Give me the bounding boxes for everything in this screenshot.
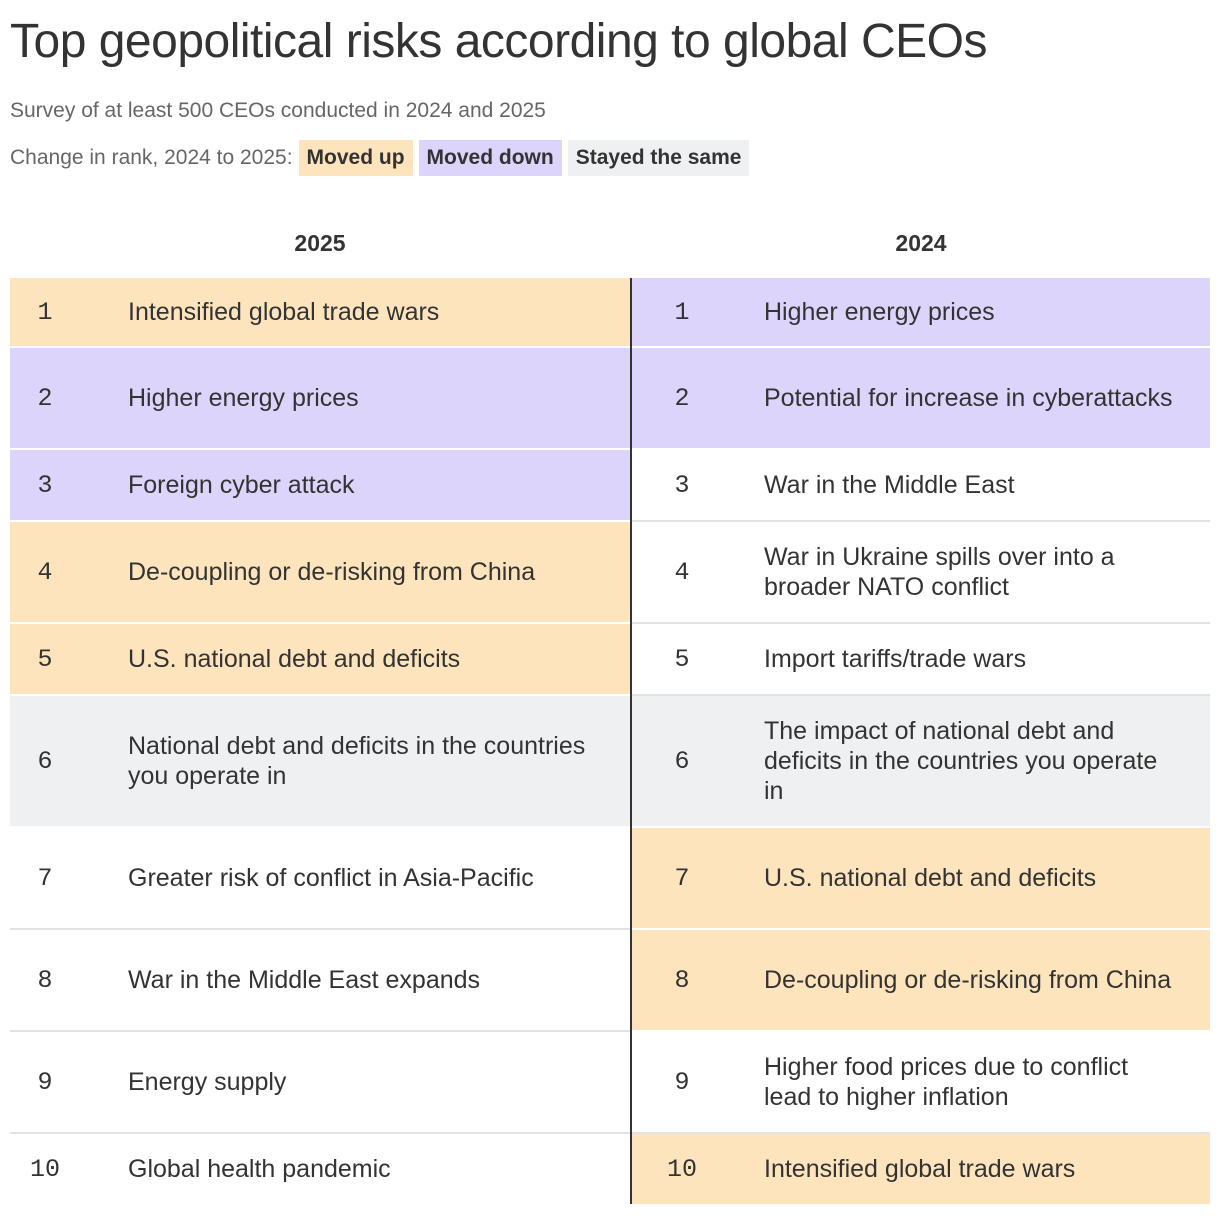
risk-label: Potential for increase in cyberattacks — [764, 384, 1173, 412]
risk-label: U.S. national debt and deficits — [128, 645, 461, 673]
rank-number: 6 — [674, 746, 690, 776]
column-header-2024: 2024 — [895, 230, 947, 256]
ranking-table: 1 Intensified global trade wars 2 Higher en… — [10, 278, 1210, 1204]
rank-number: 6 — [37, 746, 53, 776]
rank-number: 4 — [674, 557, 690, 587]
table-row: 4 De-coupling or de-risking from China — [10, 522, 630, 624]
table-row: 9 Energy supply — [10, 1032, 630, 1134]
table-row: 5 U.S. national debt and deficits — [10, 624, 630, 696]
rank-number: 10 — [29, 1154, 60, 1184]
column-2024: 1 Higher energy prices 2 Potential for incr… — [630, 278, 1210, 1204]
table-row: 3 War in the Middle East — [632, 450, 1210, 522]
risk-label: Import tariffs/trade wars — [764, 645, 1027, 673]
risk-label: Intensified global trade wars — [764, 1155, 1076, 1183]
table-row: 8 War in the Middle East expands — [10, 930, 630, 1032]
risk-label: Global health pandemic — [128, 1155, 391, 1183]
chart-title: Top geopolitical risks according to glob… — [10, 15, 988, 68]
legend-moved-down: Moved down — [418, 140, 562, 176]
rank-number: 7 — [674, 863, 690, 893]
table-row: 10 Global health pandemic — [10, 1134, 630, 1204]
table-row: 8 De-coupling or de-risking from China — [632, 930, 1210, 1032]
rank-number: 1 — [37, 297, 53, 327]
rank-number: 3 — [37, 470, 53, 500]
rank-number: 1 — [674, 297, 690, 327]
legend-moved-up: Moved up — [298, 140, 413, 176]
table-row: 2 Potential for increase in cyberattacks — [632, 348, 1210, 450]
risk-label: Foreign cyber attack — [128, 471, 355, 499]
risk-label: Intensified global trade wars — [128, 298, 440, 326]
risk-label: U.S. national debt and deficits — [764, 864, 1097, 892]
rank-number: 8 — [37, 965, 53, 995]
rank-number: 7 — [37, 863, 53, 893]
column-2025: 1 Intensified global trade wars 2 Higher en… — [10, 278, 630, 1204]
table-row: 1 Intensified global trade wars — [10, 278, 630, 348]
risk-label: Greater risk of conflict in Asia-Pacific — [128, 864, 534, 892]
rank-number: 3 — [674, 470, 690, 500]
risk-label: De-coupling or de-risking from China — [128, 558, 536, 586]
table-row: 7 U.S. national debt and deficits — [632, 828, 1210, 930]
rank-number: 9 — [674, 1067, 690, 1097]
table-row: 7 Greater risk of conflict in Asia-Pacifi… — [10, 828, 630, 930]
table-row: 1 Higher energy prices — [632, 278, 1210, 348]
risk-label: War in the Middle East — [764, 471, 1015, 499]
legend-stayed-same: Stayed the same — [567, 140, 750, 176]
table-row: 6 National debt and deficits in the count… — [10, 696, 630, 828]
rank-number: 2 — [674, 383, 690, 413]
table-row: 3 Foreign cyber attack — [10, 450, 630, 522]
risk-label: Higher energy prices — [764, 298, 995, 326]
legend: Change in rank, 2024 to 2025: Moved up M… — [10, 140, 750, 176]
risk-label: War in Ukraine spills over into a broade… — [764, 543, 1115, 601]
column-header-2025: 2025 — [294, 230, 346, 256]
table-row: 5 Import tariffs/trade wars — [632, 624, 1210, 696]
risk-label: National debt and deficits in the countr… — [128, 732, 586, 790]
risk-label: War in the Middle East expands — [128, 966, 481, 994]
legend-label: Change in rank, 2024 to 2025: — [10, 146, 293, 169]
chart-subtitle: Survey of at least 500 CEOs conducted in… — [10, 99, 546, 122]
risk-label: De-coupling or de-risking from China — [764, 966, 1172, 994]
table-row: 10 Intensified global trade wars — [632, 1134, 1210, 1204]
table-row: 4 War in Ukraine spills over into a broad… — [632, 522, 1210, 624]
rank-number: 4 — [37, 557, 53, 587]
risk-label: Higher food prices due to conflict lead … — [764, 1053, 1129, 1111]
rank-number: 5 — [674, 644, 690, 674]
rank-number: 9 — [37, 1067, 53, 1097]
table-row: 2 Higher energy prices — [10, 348, 630, 450]
risk-label: Energy supply — [128, 1068, 287, 1096]
rank-number: 5 — [37, 644, 53, 674]
rank-number: 10 — [666, 1154, 697, 1184]
rank-number: 2 — [37, 383, 53, 413]
table-row: 9 Higher food prices due to conflict lead… — [632, 1032, 1210, 1134]
rank-number: 8 — [674, 965, 690, 995]
risk-label: Higher energy prices — [128, 384, 359, 412]
table-row: 6 The impact of national debt and deficit… — [632, 696, 1210, 828]
risk-label: The impact of national debt and deficits… — [764, 717, 1158, 805]
